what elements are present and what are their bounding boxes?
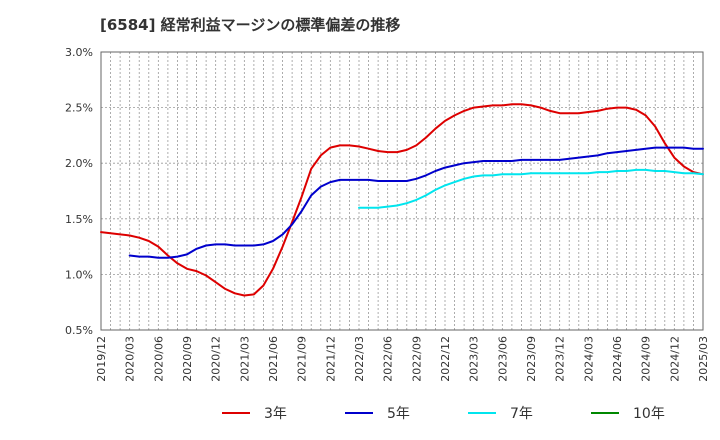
x-tick-label: 2024/03 bbox=[582, 336, 595, 382]
legend: 3年 5年 7年 10年 bbox=[222, 406, 665, 422]
x-tick-label: 2024/09 bbox=[640, 336, 653, 382]
x-tick-label: 2022/06 bbox=[382, 336, 395, 382]
grid bbox=[101, 52, 703, 330]
y-tick-label: 1.0% bbox=[65, 268, 93, 281]
x-tick-label: 2023/03 bbox=[468, 336, 481, 382]
x-tick-label: 2020/03 bbox=[124, 336, 137, 382]
x-tick-label: 2021/03 bbox=[238, 336, 251, 382]
y-tick-label: 2.0% bbox=[65, 157, 93, 170]
x-tick-label: 2022/09 bbox=[410, 336, 423, 382]
series-line-3年 bbox=[100, 103, 704, 297]
legend-label: 7年 bbox=[510, 406, 533, 422]
y-axis: 0.5% 1.0% 1.5% 2.0% 2.5% 3.0% bbox=[65, 46, 93, 337]
x-tick-label: 2023/12 bbox=[554, 336, 567, 382]
x-tick-label: 2021/09 bbox=[296, 336, 309, 382]
legend-label: 10年 bbox=[633, 406, 665, 422]
x-tick-label: 2022/03 bbox=[353, 336, 366, 382]
x-tick-label: 2021/06 bbox=[267, 336, 280, 382]
x-tick-label: 2022/12 bbox=[439, 336, 452, 382]
x-tick-label: 2020/06 bbox=[152, 336, 165, 382]
x-tick-label: 2023/06 bbox=[496, 336, 509, 382]
x-tick-label: 2025/03 bbox=[697, 336, 710, 382]
y-tick-label: 0.5% bbox=[65, 324, 93, 337]
chart-title: [6584] 経常利益マージンの標準偏差の推移 bbox=[100, 16, 401, 34]
x-tick-label: 2019/12 bbox=[95, 336, 108, 382]
y-tick-label: 2.5% bbox=[65, 102, 93, 115]
y-tick-label: 3.0% bbox=[65, 46, 93, 59]
x-tick-label: 2023/09 bbox=[525, 336, 538, 382]
x-tick-label: 2024/06 bbox=[611, 336, 624, 382]
x-tick-label: 2024/12 bbox=[668, 336, 681, 382]
x-tick-label: 2020/09 bbox=[181, 336, 194, 382]
series-line-7年 bbox=[358, 168, 704, 209]
plot-frame bbox=[100, 51, 704, 331]
x-tick-label: 2021/12 bbox=[324, 336, 337, 382]
x-tick-label: 2020/12 bbox=[210, 336, 223, 382]
legend-label: 5年 bbox=[387, 406, 410, 422]
series-lines bbox=[100, 103, 704, 297]
legend-label: 3年 bbox=[264, 406, 287, 422]
x-axis: 2019/12 2020/03 2020/06 2020/09 2020/12 2021/… bbox=[95, 336, 710, 382]
series-line-5年 bbox=[128, 146, 704, 259]
y-tick-label: 1.5% bbox=[65, 213, 93, 226]
